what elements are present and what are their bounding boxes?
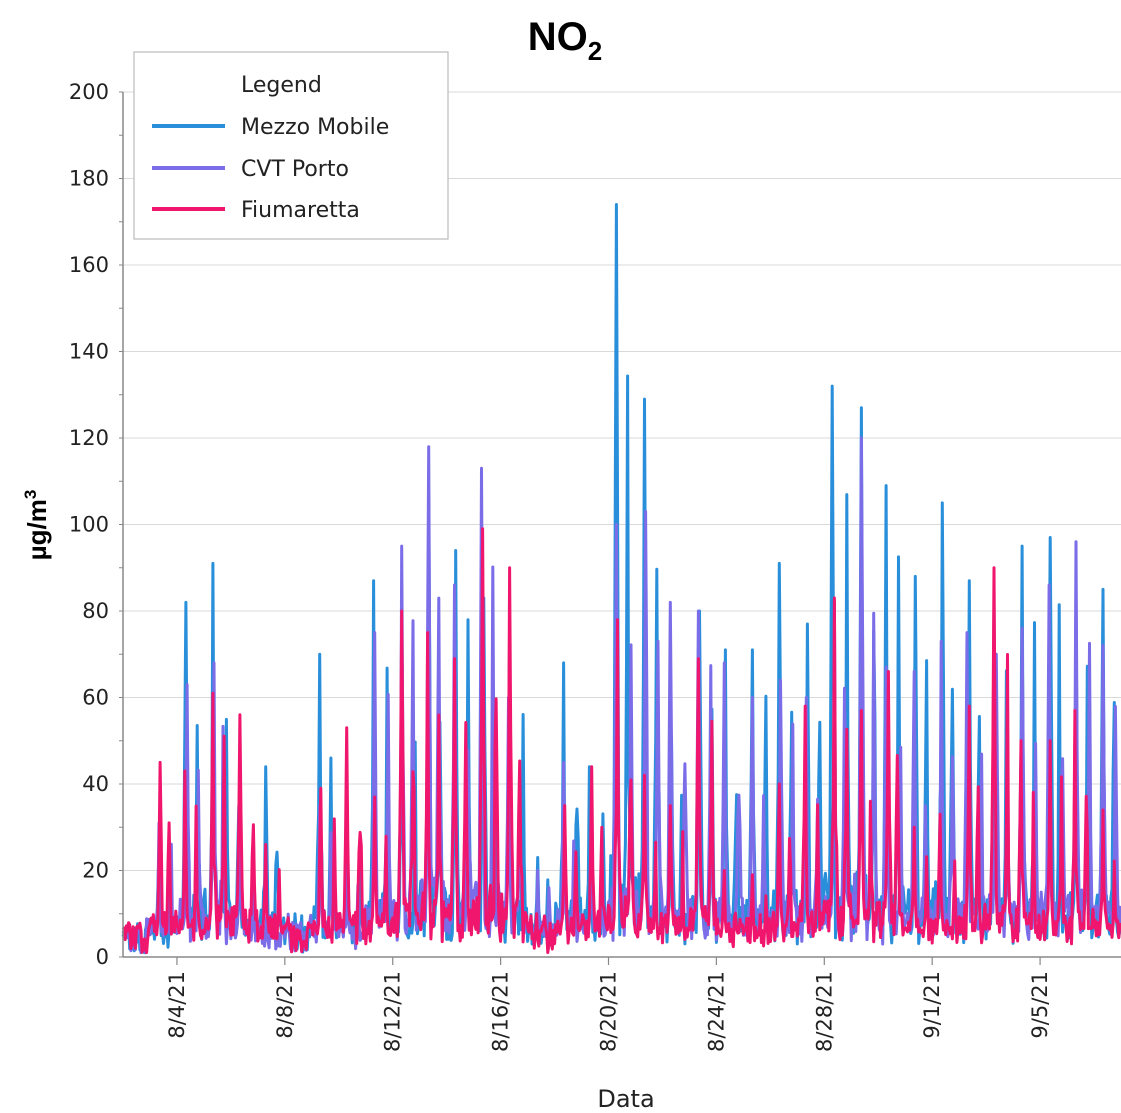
x-tick-label: 8/8/21 <box>273 971 297 1039</box>
x-tick-label: 8/20/21 <box>597 971 621 1052</box>
y-tick-label: 160 <box>69 253 109 277</box>
x-axis-ticks: 8/4/21 8/8/21 8/12/21 8/16/21 8/20/21 8/24/21… <box>165 957 1052 1052</box>
y-tick-label: 200 <box>69 80 109 104</box>
x-tick-label: 9/1/21 <box>920 971 944 1039</box>
legend-label-cvt-porto: CVT Porto <box>241 157 349 182</box>
series-line-fiumaretta <box>121 527 1121 955</box>
chart-title: NO2 <box>528 15 602 66</box>
x-tick-label: 8/12/21 <box>381 971 405 1052</box>
series-lines <box>121 203 1121 955</box>
y-tick-label: 40 <box>82 772 109 796</box>
x-axis-label: Data <box>597 1085 654 1113</box>
x-tick-label: 8/24/21 <box>704 971 728 1052</box>
y-tick-label: 120 <box>69 426 109 450</box>
x-tick-label: 9/5/21 <box>1028 971 1052 1039</box>
gridlines <box>123 91 1121 871</box>
y-tick-label: 80 <box>82 599 109 623</box>
y-tick-label: 100 <box>69 513 109 537</box>
y-axis-label: µg/m3 <box>21 490 52 561</box>
legend-label-mezzo-mobile: Mezzo Mobile <box>241 115 389 140</box>
legend-title: Legend <box>241 73 322 98</box>
x-tick-label: 8/16/21 <box>489 971 513 1052</box>
y-tick-label: 140 <box>69 340 109 364</box>
y-tick-label: 20 <box>82 859 109 883</box>
y-tick-label: 60 <box>82 686 109 710</box>
y-tick-label: 0 <box>96 945 109 969</box>
x-tick-label: 8/28/21 <box>812 971 836 1052</box>
legend: Legend Mezzo Mobile CVT Porto Fiumaretta <box>133 51 449 240</box>
x-tick-label: 8/4/21 <box>165 971 189 1039</box>
y-axis-ticks: 0 20 40 60 80 100 120 140 160 180 200 <box>69 80 123 969</box>
y-tick-label: 180 <box>69 167 109 191</box>
legend-label-fiumaretta: Fiumaretta <box>241 198 360 223</box>
